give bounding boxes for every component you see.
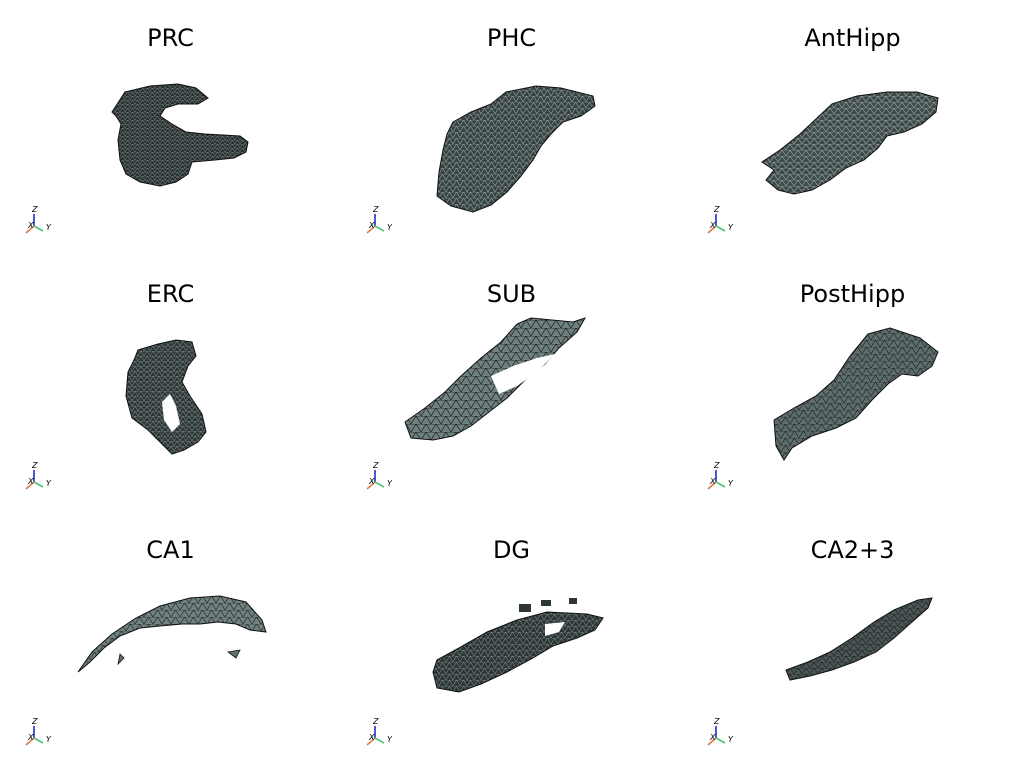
axis-x-label: X — [368, 733, 375, 742]
mesh-surface — [773, 327, 939, 461]
axis-x-label: X — [709, 733, 716, 742]
axis-x-label: X — [368, 221, 375, 230]
axis-x-label: X — [368, 477, 375, 486]
axis-z-label: Z — [713, 717, 720, 726]
axis-z-label: Z — [31, 461, 38, 470]
mesh-surface — [111, 83, 249, 187]
axis-z-label: Z — [713, 461, 720, 470]
mesh-surface — [432, 598, 604, 693]
orientation-axes: Z X Y — [25, 461, 52, 490]
panel-title: SUB — [486, 280, 537, 308]
panel-title: ERC — [146, 280, 195, 308]
axis-y-label: Y — [46, 223, 52, 232]
axis-z-label: Z — [31, 205, 38, 214]
mesh-surface — [77, 595, 267, 673]
axis-y-label: Y — [728, 735, 734, 744]
mesh-surface — [761, 91, 939, 195]
orientation-axes: Z X Y — [707, 461, 734, 490]
axis-z-label: Z — [372, 461, 379, 470]
panel-title: CA1 — [146, 536, 195, 564]
axis-y-label: Y — [387, 735, 393, 744]
panel-anthipp: AntHipp Z X Y — [682, 0, 1023, 256]
axis-x-label: X — [27, 733, 34, 742]
panel-sub: SUB Z X Y — [341, 256, 682, 512]
mesh-surface — [404, 317, 587, 441]
axis-x-label: X — [27, 477, 34, 486]
panel-posthipp: PostHipp Z X Y — [682, 256, 1023, 512]
panel-title: PostHipp — [799, 280, 906, 308]
orientation-axes: Z X Y — [25, 717, 52, 746]
axis-x-label: X — [709, 477, 716, 486]
panel-ca2-3: CA2+3 Z X Y — [682, 512, 1023, 768]
orientation-axes: Z X Y — [707, 205, 734, 234]
axis-y-label: Y — [387, 223, 393, 232]
axis-z-label: Z — [713, 205, 720, 214]
panel-title: PHC — [486, 24, 537, 52]
axis-z-label: Z — [372, 717, 379, 726]
axis-y-label: Y — [46, 735, 52, 744]
orientation-axes: Z X Y — [366, 205, 393, 234]
panel-phc: PHC Z X Y — [341, 0, 682, 256]
mesh-surface — [785, 597, 933, 681]
panel-erc: ERC Z X Y — [0, 256, 341, 512]
orientation-axes: Z X Y — [25, 205, 52, 234]
axis-y-label: Y — [728, 223, 734, 232]
axis-x-label: X — [709, 221, 716, 230]
axis-x-label: X — [27, 221, 34, 230]
axis-y-label: Y — [728, 479, 734, 488]
panel-dg: DG Z X Y — [341, 512, 682, 768]
axis-z-label: Z — [31, 717, 38, 726]
panel-ca1: CA1 Z X Y — [0, 512, 341, 768]
axis-y-label: Y — [387, 479, 393, 488]
axis-z-label: Z — [372, 205, 379, 214]
orientation-axes: Z X Y — [366, 461, 393, 490]
axis-y-label: Y — [46, 479, 52, 488]
panel-title: CA2+3 — [810, 536, 895, 564]
orientation-axes: Z X Y — [366, 717, 393, 746]
panel-title: AntHipp — [804, 24, 901, 52]
mesh-surface — [125, 339, 207, 455]
mesh-surface — [436, 85, 596, 213]
panel-title: PRC — [147, 24, 194, 52]
panel-prc: PRC Z X Y — [0, 0, 341, 256]
orientation-axes: Z X Y — [707, 717, 734, 746]
panel-title: DG — [492, 536, 531, 564]
